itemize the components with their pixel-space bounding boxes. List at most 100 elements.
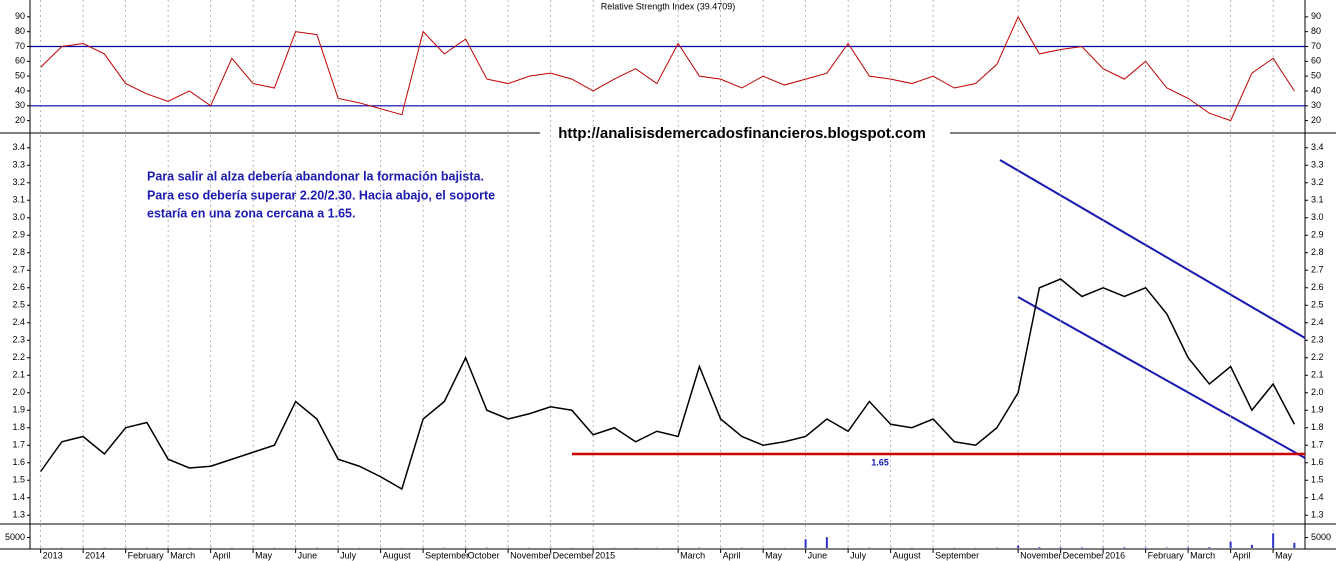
y-tick-label: 90 xyxy=(15,11,25,21)
y-tick-label: 1.4 xyxy=(12,492,25,502)
x-tick-label: 2013 xyxy=(43,550,63,560)
x-tick-label: April xyxy=(723,550,741,560)
x-tick-label: August xyxy=(383,550,412,560)
y-tick-label: 2.8 xyxy=(12,247,25,257)
y-tick-label: 80 xyxy=(1311,26,1321,36)
x-tick-label: 2016 xyxy=(1105,550,1125,560)
y-tick-label: 1.5 xyxy=(12,475,25,485)
note: estaría en una zona cercana a 1.65. xyxy=(147,206,355,220)
y-tick-label: 1.8 xyxy=(1311,422,1324,432)
y-tick-label: 50 xyxy=(1311,71,1321,81)
y-tick-label: 5000 xyxy=(5,532,25,542)
note: Para salir al alza debería abandonar la … xyxy=(147,169,484,183)
y-tick-label: 3.4 xyxy=(12,142,25,152)
y-tick-label: 2.8 xyxy=(1311,247,1324,257)
y-tick-label: 1.8 xyxy=(12,422,25,432)
x-tick-label: July xyxy=(340,550,357,560)
y-tick-label: 60 xyxy=(15,56,25,66)
y-tick-label: 2.4 xyxy=(1311,317,1324,327)
y-tick-label: 1.9 xyxy=(12,405,25,415)
y-tick-label: 40 xyxy=(1311,85,1321,95)
y-tick-label: 3.3 xyxy=(12,160,25,170)
volume-bar xyxy=(1080,547,1083,548)
y-tick-label: 2.3 xyxy=(12,335,25,345)
url-background xyxy=(540,125,950,143)
y-tick-label: 20 xyxy=(1311,115,1321,125)
y-tick-label: 90 xyxy=(1311,11,1321,21)
x-tick-label: March xyxy=(170,550,195,560)
x-tick-label: June xyxy=(298,550,318,560)
volume-bar xyxy=(1187,547,1190,548)
x-tick-label: November xyxy=(510,550,552,560)
volume-bar xyxy=(1017,545,1020,548)
x-tick-label: 2015 xyxy=(595,550,615,560)
volume-bar xyxy=(804,539,807,548)
trend-line xyxy=(1017,296,1306,459)
y-tick-label: 2.7 xyxy=(12,265,25,275)
volume-bar xyxy=(1144,547,1147,548)
y-tick-label: 1.3 xyxy=(1311,510,1324,520)
y-tick-label: 3.0 xyxy=(12,212,25,222)
volume-bar xyxy=(1293,542,1296,548)
y-tick-label: 80 xyxy=(15,26,25,36)
y-tick-label: 50 xyxy=(15,71,25,81)
y-tick-label: 3.2 xyxy=(1311,177,1324,187)
x-tick-label: May xyxy=(765,550,783,560)
x-tick-label: May xyxy=(255,550,273,560)
y-tick-label: 3.1 xyxy=(1311,195,1324,205)
y-tick-label: 2.9 xyxy=(1311,230,1324,240)
y-tick-label: 3.2 xyxy=(12,177,25,187)
y-tick-label: 2.1 xyxy=(12,370,25,380)
volume-bar xyxy=(1059,547,1062,548)
x-tick-label: June xyxy=(808,550,828,560)
y-tick-label: 3.0 xyxy=(1311,212,1324,222)
trend-line xyxy=(999,159,1306,339)
y-tick-label: 30 xyxy=(1311,100,1321,110)
y-tick-label: 2.2 xyxy=(12,352,25,362)
url: http://analisisdemercadosfinancieros.blo… xyxy=(558,125,926,142)
x-tick-label: August xyxy=(893,550,922,560)
y-tick-label: 60 xyxy=(1311,56,1321,66)
x-tick-label: 2014 xyxy=(85,550,105,560)
x-tick-label: February xyxy=(1148,550,1185,560)
price-line xyxy=(40,278,1296,491)
note: Para eso debería superar 2.20/2.30. Haci… xyxy=(147,188,495,202)
support-label: 1.65 xyxy=(871,457,889,467)
x-tick-label: April xyxy=(213,550,231,560)
rsi-line xyxy=(40,15,1295,122)
y-tick-label: 70 xyxy=(1311,41,1321,51)
y-tick-label: 1.7 xyxy=(12,440,25,450)
y-tick-label: 40 xyxy=(15,85,25,95)
rsi-title: Relative Strength Index (39.4709) xyxy=(601,1,736,11)
volume-bar xyxy=(1250,544,1253,548)
x-tick-label: September xyxy=(425,550,469,560)
y-tick-label: 1.9 xyxy=(1311,405,1324,415)
y-tick-label: 1.6 xyxy=(1311,457,1324,467)
y-tick-label: 2.7 xyxy=(1311,265,1324,275)
x-tick-label: July xyxy=(850,550,867,560)
y-tick-label: 2.5 xyxy=(12,300,25,310)
volume-bar xyxy=(1038,547,1041,548)
y-tick-label: 70 xyxy=(15,41,25,51)
x-tick-label: March xyxy=(680,550,705,560)
x-tick-label: March xyxy=(1190,550,1215,560)
y-tick-label: 2.3 xyxy=(1311,335,1324,345)
volume-bar xyxy=(1208,547,1211,548)
x-tick-label: December xyxy=(1063,550,1105,560)
volume-bar xyxy=(1272,533,1275,548)
y-tick-label: 3.4 xyxy=(1311,142,1324,152)
y-tick-label: 2.6 xyxy=(1311,282,1324,292)
y-tick-label: 20 xyxy=(15,115,25,125)
y-tick-label: 2.6 xyxy=(12,282,25,292)
y-tick-label: 2.4 xyxy=(12,317,25,327)
x-tick-label: May xyxy=(1275,550,1293,560)
x-tick-label: December xyxy=(553,550,595,560)
y-tick-label: 1.3 xyxy=(12,510,25,520)
volume-bar xyxy=(1229,541,1232,548)
x-tick-label: April xyxy=(1233,550,1251,560)
volume-bar xyxy=(1123,547,1126,548)
x-tick-label: September xyxy=(935,550,979,560)
y-tick-label: 5000 xyxy=(1311,532,1331,542)
